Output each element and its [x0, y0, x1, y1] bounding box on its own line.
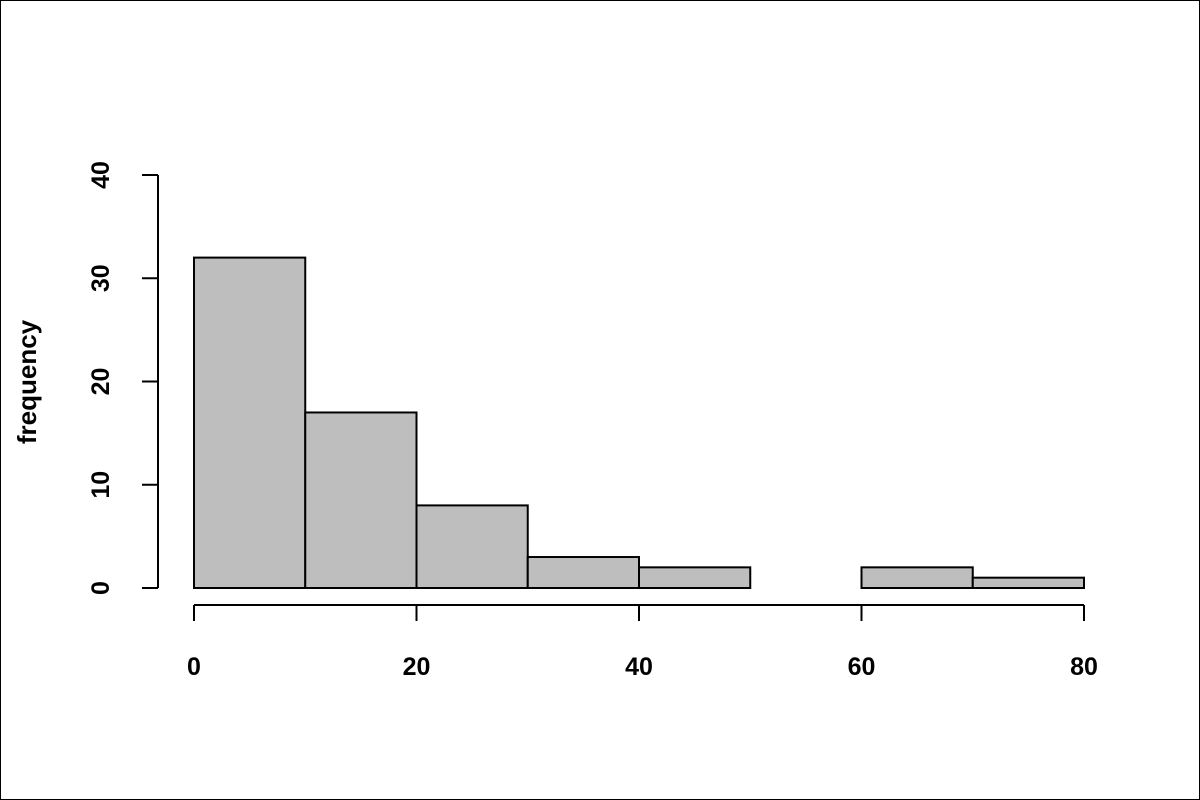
y-axis-title: frequency	[12, 319, 42, 444]
y-tick-label-20: 20	[87, 368, 115, 396]
x-tick-label-80: 80	[1070, 653, 1098, 681]
histogram-bar-40-50	[638, 566, 752, 589]
y-tick-label-30: 30	[87, 264, 115, 292]
y-tick-label-40: 40	[87, 161, 115, 189]
histogram-bar-20-30	[415, 504, 529, 589]
x-tick-label-20: 20	[403, 653, 431, 681]
x-tick-label-40: 40	[625, 653, 653, 681]
y-tick-label-0: 0	[87, 581, 115, 595]
x-axis: 0 20 40 60 80	[187, 604, 1098, 681]
histogram-bar-30-40	[526, 556, 640, 590]
histogram-bar-10-20	[304, 411, 418, 589]
y-axis: 0 10 20 30 40	[87, 161, 159, 595]
y-tick-label-10: 10	[87, 471, 115, 499]
x-tick-label-60: 60	[848, 653, 876, 681]
histogram-bars	[193, 256, 1085, 590]
x-tick-label-0: 0	[187, 653, 201, 681]
histogram-bar-60-70	[860, 566, 974, 589]
histogram-bar-70-80	[971, 576, 1085, 589]
histogram-bar-0-10	[193, 256, 307, 589]
